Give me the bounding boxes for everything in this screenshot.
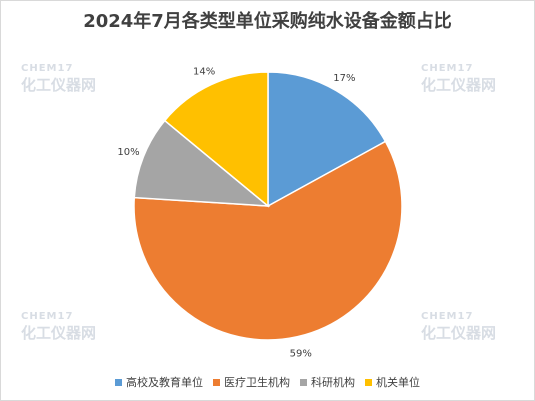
chart-legend: 高校及教育单位 医疗卫生机构 科研机构 机关单位 — [1, 374, 534, 390]
legend-label: 医疗卫生机构 — [224, 376, 290, 389]
chart-title: 2024年7月各类型单位采购纯水设备金额占比 — [83, 11, 452, 32]
pie-slice-4 — [163, 71, 269, 208]
legend-swatch-icon — [365, 378, 372, 386]
legend-label: 机关单位 — [376, 376, 420, 389]
legend-item-1: 高校及教育单位 — [115, 374, 203, 390]
slice-label-1: 17% — [333, 73, 355, 84]
legend-swatch-icon — [115, 378, 122, 386]
pie-slice-2 — [133, 140, 403, 341]
slice-label-3: 10% — [117, 147, 139, 158]
legend-item-3: 科研机构 — [300, 374, 355, 390]
pie-slice-1 — [267, 71, 387, 208]
legend-swatch-icon — [213, 378, 220, 386]
legend-item-2: 医疗卫生机构 — [213, 374, 290, 390]
pie-slice-3 — [133, 119, 271, 207]
legend-swatch-icon — [300, 378, 307, 386]
slice-label-2: 59% — [290, 348, 312, 359]
legend-item-4: 机关单位 — [365, 374, 420, 390]
slice-label-4: 14% — [193, 66, 215, 77]
legend-label: 高校及教育单位 — [126, 376, 203, 389]
pie-chart: 17% 59% 10% 14% — [117, 66, 403, 359]
legend-label: 科研机构 — [311, 376, 355, 389]
